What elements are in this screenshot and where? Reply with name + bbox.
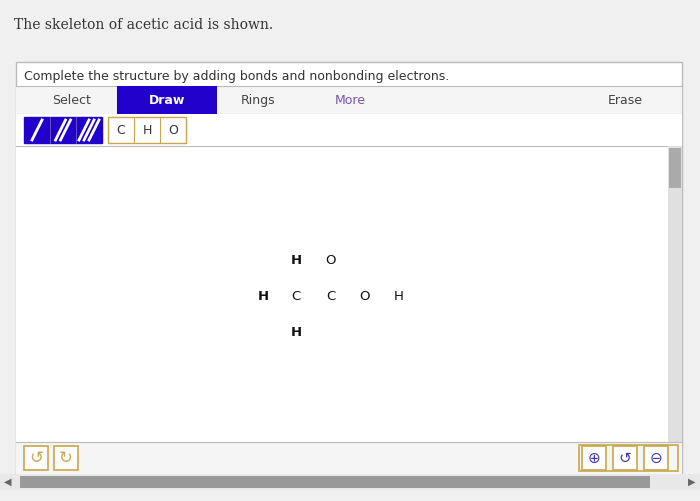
Text: H: H — [142, 124, 152, 136]
Text: Erase: Erase — [608, 94, 643, 107]
Bar — [24, 117, 102, 143]
Text: Select: Select — [52, 94, 92, 107]
Text: C: C — [117, 124, 125, 136]
Bar — [20, 476, 650, 488]
Text: More: More — [335, 94, 365, 107]
Text: ↺: ↺ — [29, 449, 43, 467]
Bar — [579, 445, 678, 471]
Bar — [117, 86, 217, 114]
Text: H: H — [258, 291, 269, 304]
Text: C: C — [291, 291, 300, 304]
Bar — [613, 446, 637, 470]
Text: O: O — [326, 255, 336, 268]
Bar — [669, 148, 681, 188]
Bar — [0, 474, 700, 490]
Text: O: O — [358, 291, 370, 304]
Text: ⊕: ⊕ — [587, 450, 601, 465]
Text: H: H — [394, 291, 404, 304]
Text: ▶: ▶ — [688, 477, 696, 487]
Text: H: H — [290, 327, 302, 340]
Text: H: H — [290, 255, 302, 268]
Text: Complete the structure by adding bonds and nonbonding electrons.: Complete the structure by adding bonds a… — [24, 70, 449, 83]
Text: ◀: ◀ — [4, 477, 12, 487]
Bar — [16, 114, 682, 146]
Text: C: C — [326, 291, 335, 304]
Bar — [16, 442, 682, 474]
Text: Draw: Draw — [149, 94, 186, 107]
Bar — [16, 62, 682, 474]
Bar — [668, 146, 682, 442]
Bar — [16, 86, 682, 114]
Text: ↺: ↺ — [619, 450, 631, 465]
Bar — [54, 446, 78, 470]
Text: Rings: Rings — [241, 94, 275, 107]
Bar — [644, 446, 668, 470]
Text: ↻: ↻ — [59, 449, 73, 467]
Text: O: O — [168, 124, 178, 136]
Bar — [16, 146, 668, 442]
Text: ⊖: ⊖ — [650, 450, 662, 465]
Bar — [582, 446, 606, 470]
Bar — [24, 446, 48, 470]
Text: The skeleton of acetic acid is shown.: The skeleton of acetic acid is shown. — [14, 18, 273, 32]
Bar — [108, 117, 186, 143]
